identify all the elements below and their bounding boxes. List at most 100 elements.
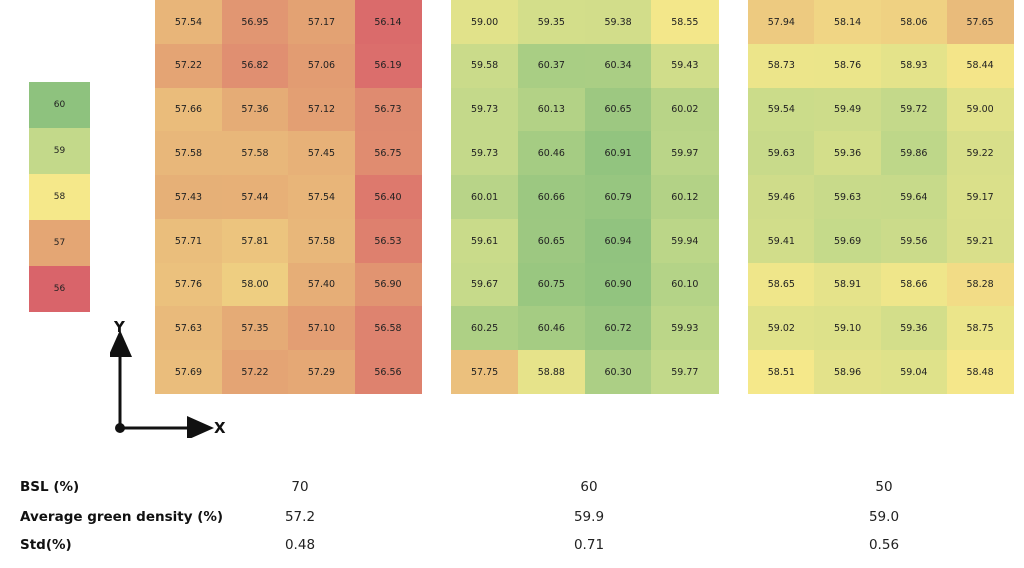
- stats-value: 60: [580, 479, 598, 495]
- heatmap-cell: 57.58: [288, 218, 355, 264]
- heatmap-cell: 58.48: [946, 350, 1014, 395]
- heatmap-cell: 57.54: [155, 0, 222, 45]
- heatmap-cell: 59.63: [814, 175, 881, 220]
- stats-value: 0.71: [573, 537, 605, 553]
- heatmap-cell: 58.44: [946, 43, 1014, 89]
- heatmap-cell: 59.63: [748, 131, 815, 176]
- heatmap-cell: 57.12: [288, 87, 355, 132]
- heatmap-cell: 56.53: [354, 218, 422, 264]
- heatmap-cell: 57.63: [155, 306, 222, 351]
- stats-value: 59.9: [573, 509, 605, 525]
- heatmap-cell: 58.75: [946, 306, 1014, 351]
- heatmap-cell: 57.58: [155, 131, 222, 176]
- heatmap-bsl-50: 57.94 58.14 58.06 57.65 58.73 58.76 58.93 58.44…: [748, 0, 1014, 395]
- heatmap-cell: 57.65: [946, 0, 1014, 45]
- heatmap-cell: 60.79: [584, 175, 652, 220]
- heatmap-cell: 57.94: [748, 0, 815, 45]
- legend-label: 56: [53, 284, 66, 294]
- heatmap-cell: 59.54: [748, 87, 815, 132]
- stats-value: 57.2: [284, 509, 316, 525]
- heatmap-cell: 56.58: [354, 306, 422, 351]
- heatmap-cell: 58.93: [880, 43, 948, 89]
- legend-cell-59: 59: [29, 128, 90, 174]
- heatmap-cell: 58.06: [880, 0, 948, 45]
- heatmap-cell: 60.65: [517, 218, 585, 264]
- heatmap-cell: 60.66: [517, 175, 585, 220]
- heatmap-cell: 57.29: [288, 350, 355, 395]
- heatmap-cell: 59.22: [946, 131, 1014, 176]
- heatmap-cell: 59.61: [451, 218, 519, 264]
- heatmap-cell: 59.64: [880, 175, 948, 220]
- heatmap-cell: 60.90: [584, 262, 652, 307]
- heatmap-cell: 56.75: [354, 131, 422, 176]
- color-legend: 60 59 58 57 56: [29, 82, 90, 312]
- heatmap-cell: 57.75: [451, 350, 519, 395]
- heatmap-cell: 60.01: [451, 175, 519, 220]
- heatmap-cell: 57.54: [288, 175, 355, 220]
- heatmap-cell: 58.14: [814, 0, 881, 45]
- heatmap-cell: 59.36: [814, 131, 881, 176]
- heatmap-cell: 57.66: [155, 87, 222, 132]
- heatmap-bsl-60: 59.00 59.35 59.38 58.55 59.58 60.37 60.34 59.43…: [451, 0, 719, 395]
- stats-label-std: Std(%): [20, 537, 72, 553]
- heatmap-cell: 59.94: [651, 218, 719, 264]
- heatmap-cell: 57.71: [155, 218, 222, 264]
- heatmap-cell: 58.00: [221, 262, 289, 307]
- heatmap-cell: 59.10: [814, 306, 881, 351]
- heatmap-cell: 59.73: [451, 131, 519, 176]
- legend-label: 59: [53, 146, 66, 156]
- heatmap-cell: 60.72: [584, 306, 652, 351]
- heatmap-cell: 58.73: [748, 43, 815, 89]
- heatmap-cell: 56.82: [221, 43, 289, 89]
- legend-label: 60: [53, 100, 66, 110]
- heatmap-cell: 60.30: [584, 350, 652, 395]
- heatmap-cell: 59.00: [451, 0, 519, 45]
- heatmap-cell: 59.69: [814, 218, 881, 264]
- heatmap-cell: 60.02: [651, 87, 719, 132]
- legend-label: 58: [53, 192, 66, 202]
- heatmap-cell: 56.14: [354, 0, 422, 45]
- heatmap-cell: 60.46: [517, 306, 585, 351]
- stats-value: 50: [875, 479, 893, 495]
- heatmap-cell: 56.90: [354, 262, 422, 307]
- heatmap-cell: 60.34: [584, 43, 652, 89]
- heatmap-cell: 59.41: [748, 218, 815, 264]
- heatmap-cell: 58.76: [814, 43, 881, 89]
- heatmap-cell: 57.43: [155, 175, 222, 220]
- heatmap-cell: 59.04: [880, 350, 948, 395]
- heatmap-cell: 59.43: [651, 43, 719, 89]
- legend-cell-60: 60: [29, 82, 90, 128]
- heatmap-cell: 57.36: [221, 87, 289, 132]
- heatmap-cell: 56.56: [354, 350, 422, 395]
- heatmap-cell: 59.97: [651, 131, 719, 176]
- heatmap-cell: 60.13: [517, 87, 585, 132]
- stats-value: 0.56: [868, 537, 900, 553]
- heatmap-cell: 57.40: [288, 262, 355, 307]
- heatmap-cell: 57.45: [288, 131, 355, 176]
- legend-cell-57: 57: [29, 220, 90, 266]
- heatmap-cell: 59.21: [946, 218, 1014, 264]
- heatmap-cell: 59.00: [946, 87, 1014, 132]
- heatmap-cell: 57.69: [155, 350, 222, 395]
- stats-value: 70: [291, 479, 309, 495]
- heatmap-cell: 60.37: [517, 43, 585, 89]
- axis-arrows-icon: [108, 330, 214, 440]
- heatmap-cell: 57.58: [221, 131, 289, 176]
- heatmap-cell: 58.91: [814, 262, 881, 307]
- heatmap-cell: 60.75: [517, 262, 585, 307]
- heatmap-cell: 59.02: [748, 306, 815, 351]
- legend-cell-58: 58: [29, 174, 90, 220]
- heatmap-bsl-70: 57.54 56.95 57.17 56.14 57.22 56.82 57.06 56.19…: [155, 0, 422, 395]
- heatmap-cell: 59.73: [451, 87, 519, 132]
- heatmap-cell: 57.17: [288, 0, 355, 45]
- heatmap-cell: 58.55: [651, 0, 719, 45]
- stats-label-avg-green-density: Average green density (%): [20, 509, 224, 525]
- heatmap-cell: 59.67: [451, 262, 519, 307]
- heatmap-cell: 57.06: [288, 43, 355, 89]
- heatmap-cell: 59.46: [748, 175, 815, 220]
- heatmap-cell: 57.35: [221, 306, 289, 351]
- heatmap-cell: 60.94: [584, 218, 652, 264]
- heatmap-cell: 59.77: [651, 350, 719, 395]
- heatmap-cell: 56.19: [354, 43, 422, 89]
- heatmap-cell: 57.22: [221, 350, 289, 395]
